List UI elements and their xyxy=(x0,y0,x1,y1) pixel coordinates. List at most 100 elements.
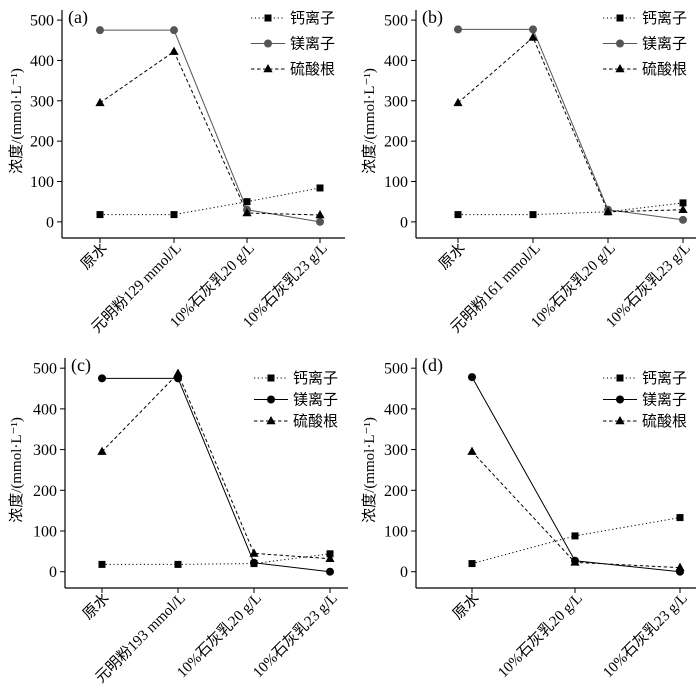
magnesium-ion-data-point xyxy=(529,25,537,34)
calcium-ion-data-point xyxy=(679,199,687,207)
legend-marker xyxy=(616,39,624,48)
y-tick-label: 500 xyxy=(30,13,54,30)
legend-label: 硫酸根 xyxy=(642,61,687,78)
sulfate-series-line xyxy=(457,36,684,213)
legend-item-sulfate: 硫酸根 xyxy=(254,413,338,430)
y-axis-label: 浓度/(mmol·L⁻¹) xyxy=(8,68,25,174)
legend-label: 硫酸根 xyxy=(293,413,338,430)
magnesium-ion-data-point xyxy=(679,215,687,224)
y-axis-label: 浓度/(mmol·L⁻¹) xyxy=(8,417,25,523)
x-tick-label: 10%石灰乳20 g/L xyxy=(174,590,265,681)
legend-item-sulfate: 硫酸根 xyxy=(603,413,687,430)
legend-label: 钙离子 xyxy=(642,10,687,27)
y-tick-label: 300 xyxy=(384,442,408,459)
y-tick-label: 100 xyxy=(384,524,408,541)
magnesium-ion-data-point xyxy=(96,26,104,35)
legend-marker xyxy=(263,64,273,73)
legend-item-magnesium-ion: 镁离子 xyxy=(603,36,687,53)
x-tick-label: 原水 xyxy=(450,590,483,623)
sulfate-data-point xyxy=(315,209,325,219)
y-tick-label: 300 xyxy=(384,93,408,110)
calcium-ion-data-point xyxy=(96,211,104,219)
y-tick-label: 300 xyxy=(33,442,57,459)
sulfate-data-point xyxy=(249,548,259,557)
chart-panel-b: 0100200300400500浓度/(mmol·L⁻¹)(b)原水元明粉161… xyxy=(361,7,696,336)
y-tick-label: 100 xyxy=(384,174,408,191)
magnesium-ion-series-line xyxy=(102,377,331,573)
sulfate-data-point xyxy=(570,557,580,566)
sulfate-data-point xyxy=(95,97,105,107)
y-tick-label: 0 xyxy=(49,564,57,581)
x-tick-label: 原水 xyxy=(80,590,113,623)
legend-label: 钙离子 xyxy=(293,370,338,387)
legend-item-magnesium-ion: 镁离子 xyxy=(603,392,687,409)
legend-label: 硫酸根 xyxy=(642,413,687,430)
x-tick-label: 10%石灰乳23 g/L xyxy=(600,590,691,681)
y-tick-label: 200 xyxy=(33,483,57,500)
calcium-ion-data-point xyxy=(243,198,251,206)
sulfate-data-point xyxy=(528,32,538,41)
calcium-ion-data-point xyxy=(454,211,462,219)
legend-marker xyxy=(267,395,275,404)
y-tick-label: 100 xyxy=(30,174,54,191)
x-tick-label: 10%石灰乳20 g/L xyxy=(495,590,586,681)
legend-marker xyxy=(616,14,624,22)
y-tick-label: 0 xyxy=(400,564,408,581)
legend-marker xyxy=(615,64,625,73)
magnesium-ion-data-point xyxy=(170,26,178,35)
panel-label: (c) xyxy=(71,355,91,376)
calcium-ion-data-point xyxy=(676,514,684,522)
legend-label: 镁离子 xyxy=(293,392,338,409)
legend-item-calcium-ion: 钙离子 xyxy=(603,10,687,27)
magnesium-ion-data-point xyxy=(454,25,462,34)
legend-marker xyxy=(266,416,276,425)
panel-label: (b) xyxy=(422,7,443,28)
panel-label: (d) xyxy=(422,355,443,376)
y-tick-label: 200 xyxy=(30,134,54,151)
panel-label: (a) xyxy=(68,7,88,28)
calcium-ion-data-point xyxy=(571,532,579,540)
y-tick-label: 100 xyxy=(33,524,57,541)
magnesium-ion-series-line xyxy=(100,29,321,223)
calcium-ion-data-point xyxy=(529,211,537,219)
legend-item-calcium-ion: 钙离子 xyxy=(254,370,338,387)
y-tick-label: 500 xyxy=(33,361,57,378)
sulfate-data-point xyxy=(675,562,685,571)
chart-panel-c: 0100200300400500浓度/(mmol·L⁻¹)(c)原水元明粉193… xyxy=(8,355,348,686)
calcium-ion-series-line xyxy=(458,202,684,216)
y-tick-label: 200 xyxy=(384,134,408,151)
legend-marker xyxy=(264,14,272,22)
sulfate-data-point xyxy=(97,446,107,455)
legend-item-magnesium-ion: 镁离子 xyxy=(251,36,335,53)
calcium-ion-data-point xyxy=(98,560,106,568)
sulfate-series-line xyxy=(471,451,681,569)
calcium-ion-series-line xyxy=(102,553,331,565)
magnesium-ion-data-point xyxy=(326,567,334,576)
magnesium-ion-data-point xyxy=(98,374,106,383)
sulfate-data-point xyxy=(169,46,179,55)
legend-label: 钙离子 xyxy=(642,370,687,387)
legend-marker xyxy=(267,374,275,382)
legend-item-magnesium-ion: 镁离子 xyxy=(254,392,338,409)
legend-label: 硫酸根 xyxy=(290,61,335,78)
y-tick-label: 400 xyxy=(33,401,57,418)
legend-label: 镁离子 xyxy=(642,392,687,409)
calcium-ion-data-point xyxy=(468,560,476,568)
legend-marker xyxy=(616,374,624,382)
x-tick-label: 原水 xyxy=(436,240,469,273)
y-axis-label: 浓度/(mmol·L⁻¹) xyxy=(361,417,378,523)
magnesium-ion-data-point xyxy=(468,373,476,382)
y-tick-label: 500 xyxy=(384,361,408,378)
legend-marker xyxy=(616,395,624,404)
sulfate-data-point xyxy=(242,207,252,217)
y-tick-label: 400 xyxy=(384,53,408,70)
sulfate-series-line xyxy=(101,372,331,560)
calcium-ion-data-point xyxy=(174,560,182,568)
y-tick-label: 200 xyxy=(384,483,408,500)
legend-item-sulfate: 硫酸根 xyxy=(603,61,687,78)
x-tick-label: 10%石灰乳23 g/L xyxy=(250,590,341,681)
